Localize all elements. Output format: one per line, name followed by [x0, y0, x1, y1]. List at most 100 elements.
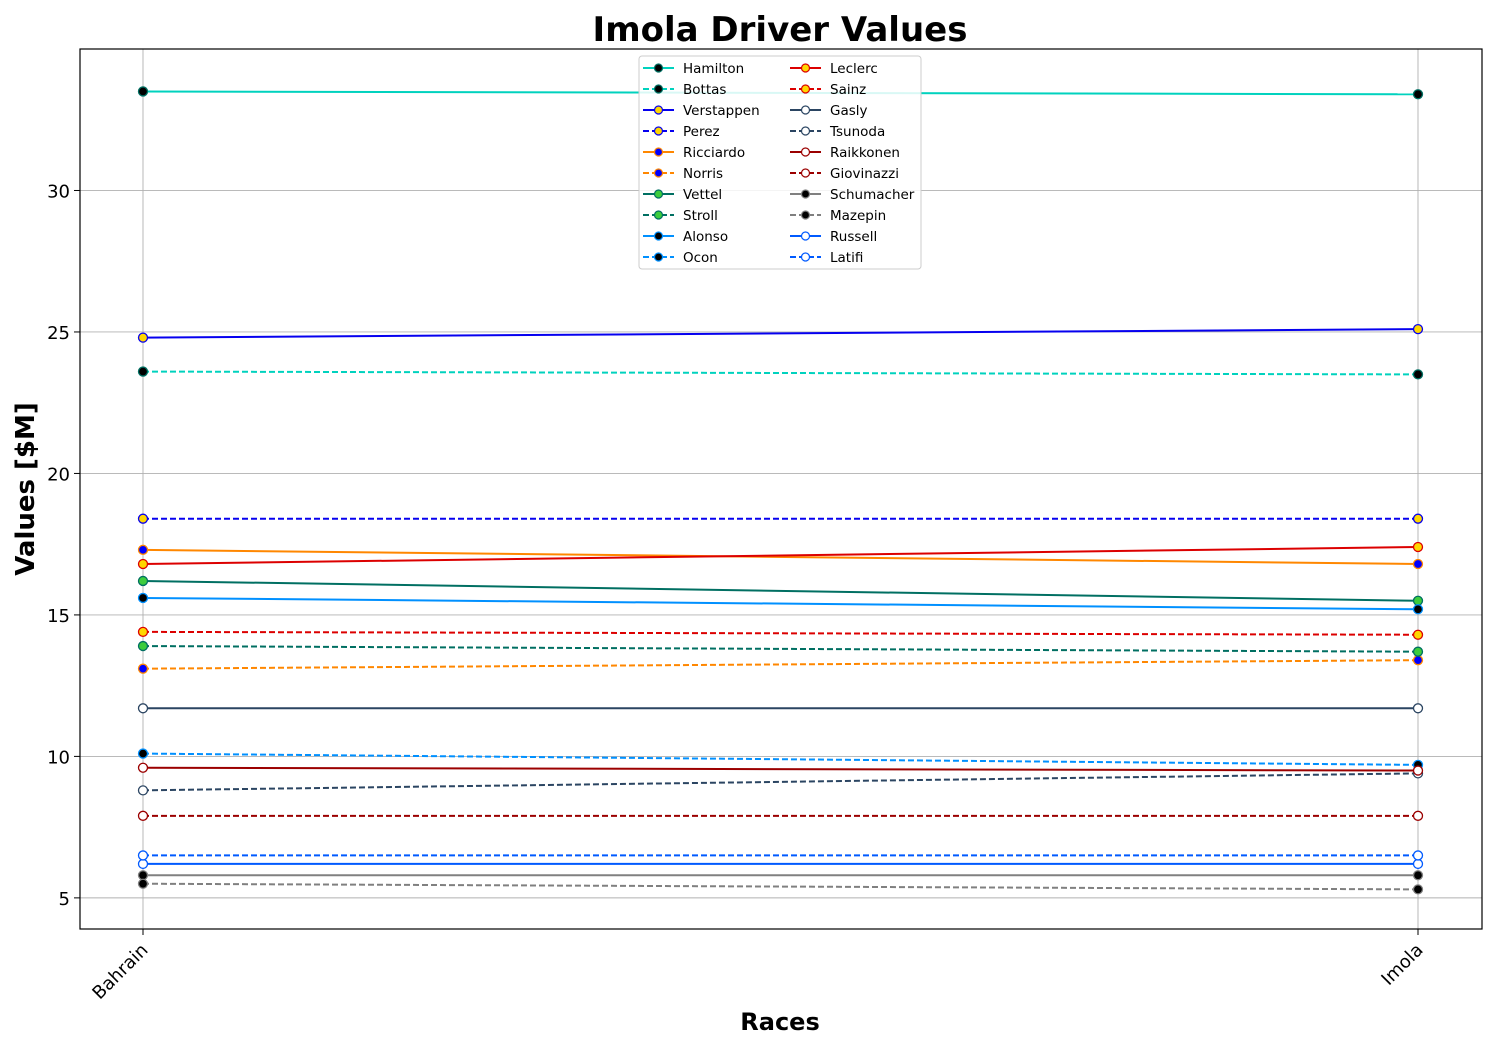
data-point-russell	[137, 858, 149, 870]
series-line-tsunoda	[142, 772, 1419, 792]
legend-label: Ocon	[683, 250, 718, 266]
data-point-leclerc	[1412, 541, 1424, 553]
series-line-mazepin	[142, 882, 1419, 891]
series-line-bottas	[142, 370, 1419, 376]
legend-marker	[653, 168, 664, 178]
legend-marker	[800, 105, 811, 115]
legend-marker	[653, 252, 664, 262]
legend-item-latifi: Latifi	[790, 250, 863, 266]
legend-marker	[653, 189, 664, 199]
legend-label: Mazepin	[830, 208, 886, 224]
legend-label: Leclerc	[830, 61, 878, 77]
legend: Hamilton Bottas Verstappen Perez Ricciardo No…	[638, 55, 922, 270]
data-point-hamilton	[1412, 89, 1424, 100]
series-line-leclerc	[142, 546, 1419, 565]
legend-item-schumacher: Schumacher	[790, 187, 915, 203]
legend-marker	[653, 147, 664, 157]
chart-title: Imola Driver Values	[593, 10, 968, 50]
legend-label: Sainz	[830, 82, 866, 98]
legend-item-tsunoda: Tsunoda	[790, 124, 885, 140]
data-point-hamilton	[137, 86, 149, 97]
x-axis-label: Races	[740, 1008, 819, 1036]
legend-label: Latifi	[830, 250, 863, 266]
data-point-mazepin	[1412, 884, 1424, 895]
series-line-raikkonen	[142, 766, 1419, 772]
y-tick-label: 30	[47, 181, 70, 202]
legend-label: Vettel	[683, 187, 722, 203]
legend-label: Raikkonen	[830, 145, 900, 161]
y-tick-label: 25	[47, 323, 70, 344]
series-line-sainz	[142, 630, 1419, 636]
data-point-perez	[1412, 513, 1424, 524]
legend-marker	[800, 231, 811, 241]
legend-marker	[800, 189, 811, 199]
data-point-russell	[1412, 858, 1424, 870]
data-point-giovinazzi	[1412, 810, 1424, 821]
series-line-stroll	[142, 645, 1419, 653]
legend-label: Alonso	[683, 229, 728, 245]
legend-marker	[653, 126, 664, 136]
series-line-alonso	[142, 596, 1419, 611]
data-point-gasly	[1412, 703, 1424, 714]
legend-marker	[653, 84, 664, 94]
legend-marker	[800, 126, 811, 136]
legend-item-sainz: Sainz	[790, 82, 866, 98]
data-point-mazepin	[137, 878, 149, 889]
legend-item-giovinazzi: Giovinazzi	[790, 166, 899, 182]
data-point-stroll	[1412, 646, 1424, 657]
series-markers	[137, 86, 1424, 895]
y-tick-label: 10	[47, 747, 70, 768]
legend-item-bottas: Bottas	[643, 82, 726, 98]
series-line-verstappen	[142, 328, 1419, 339]
data-point-schumacher	[1412, 870, 1424, 881]
data-point-leclerc	[137, 558, 149, 570]
legend-marker	[653, 105, 664, 115]
data-point-bottas	[137, 366, 149, 377]
data-point-ricciardo	[1412, 558, 1424, 570]
legend-item-norris: Norris	[643, 166, 723, 182]
data-point-schumacher	[137, 870, 149, 881]
legend-label: Perez	[683, 124, 720, 140]
legend-item-leclerc: Leclerc	[790, 61, 878, 77]
y-axis-ticks: 5 10 15 20 25 30	[47, 181, 80, 910]
data-point-vettel	[137, 575, 149, 587]
data-point-verstappen	[137, 332, 149, 343]
y-tick-label: 20	[47, 464, 70, 485]
data-point-tsunoda	[137, 785, 149, 796]
data-point-vettel	[1412, 595, 1424, 606]
data-point-raikkonen	[1412, 765, 1424, 776]
data-point-raikkonen	[137, 762, 149, 773]
legend-marker	[800, 252, 811, 262]
y-tick-label: 15	[47, 606, 70, 627]
legend-label: Norris	[683, 166, 723, 182]
legend-label: Stroll	[683, 208, 718, 224]
legend-item-verstappen: Verstappen	[643, 103, 760, 119]
data-point-ocon	[137, 748, 149, 759]
legend-label: Gasly	[830, 103, 868, 119]
data-point-norris	[1412, 655, 1424, 666]
data-point-gasly	[137, 703, 149, 714]
data-point-latifi	[137, 850, 149, 861]
data-point-verstappen	[1412, 323, 1424, 335]
series-lines	[142, 90, 1419, 891]
legend-marker	[653, 210, 664, 220]
legend-label: Ricciardo	[683, 145, 745, 161]
data-point-latifi	[1412, 850, 1424, 861]
data-point-stroll	[137, 640, 149, 652]
plot-frame	[79, 48, 1483, 930]
series-line-norris	[142, 659, 1419, 670]
data-point-alonso	[137, 592, 149, 604]
legend-item-raikkonen: Raikkonen	[790, 145, 900, 161]
series-line-vettel	[142, 579, 1419, 602]
legend-item-alonso: Alonso	[643, 229, 728, 245]
legend-marker	[800, 147, 811, 157]
legend-marker	[800, 63, 811, 73]
y-axis-label: Values [$M]	[11, 402, 41, 576]
legend-marker	[653, 63, 664, 73]
legend-item-perez: Perez	[643, 124, 720, 140]
legend-marker	[800, 210, 811, 220]
legend-label: Bottas	[683, 82, 726, 98]
series-line-ricciardo	[142, 548, 1419, 565]
legend-item-ocon: Ocon	[643, 250, 718, 266]
